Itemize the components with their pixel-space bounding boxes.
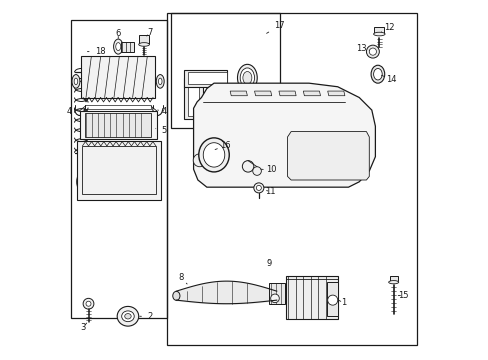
Ellipse shape [203,143,224,167]
Text: 7: 7 [146,28,152,37]
Ellipse shape [74,78,78,85]
Ellipse shape [373,68,382,80]
Bar [187,72,226,84]
Ellipse shape [388,280,398,284]
Bar [85,113,151,137]
Ellipse shape [113,39,122,54]
Bar [82,146,156,194]
Ellipse shape [124,314,131,319]
Polygon shape [287,132,368,180]
Wedge shape [183,87,203,107]
Ellipse shape [373,32,384,36]
Ellipse shape [201,110,215,118]
Bar [326,282,338,316]
Polygon shape [254,91,271,96]
Text: 16: 16 [215,141,230,150]
Ellipse shape [158,78,162,85]
Ellipse shape [370,65,384,83]
Bar [80,111,156,139]
Polygon shape [230,91,247,96]
Circle shape [83,298,94,309]
Text: 1: 1 [338,298,345,307]
Bar [268,283,285,304]
Text: 18: 18 [87,47,105,56]
Bar [139,36,149,42]
Ellipse shape [117,306,139,326]
Ellipse shape [156,75,164,88]
Ellipse shape [72,75,80,88]
Text: 2: 2 [140,312,152,321]
Circle shape [193,154,206,167]
Text: 8: 8 [178,273,187,284]
Circle shape [252,167,261,175]
Ellipse shape [198,107,219,121]
Ellipse shape [237,64,257,91]
Circle shape [368,48,376,55]
Polygon shape [327,91,344,96]
Ellipse shape [116,42,121,50]
Ellipse shape [122,311,134,321]
Text: 12: 12 [381,23,394,32]
Polygon shape [193,83,375,187]
Bar [85,105,151,109]
Text: 10: 10 [261,166,276,175]
Bar [373,27,384,33]
Circle shape [253,183,264,193]
Bar [187,80,198,116]
Text: 14: 14 [381,75,396,84]
Text: 11: 11 [265,187,275,196]
Circle shape [242,161,253,172]
Bar [167,13,416,345]
Ellipse shape [243,72,251,84]
Polygon shape [278,91,296,96]
Bar [121,42,134,52]
Text: 13: 13 [355,44,368,53]
Circle shape [327,295,337,305]
Ellipse shape [198,138,229,172]
Bar [285,276,337,319]
Text: 3: 3 [81,323,86,332]
Bar [171,13,280,128]
Text: 6: 6 [115,29,121,39]
Bar [81,56,155,98]
Bar [183,69,226,87]
Ellipse shape [139,42,149,46]
Text: 4: 4 [158,107,166,116]
Text: 5: 5 [156,126,166,135]
Circle shape [86,301,91,306]
Bar [183,78,203,119]
Bar [70,21,167,318]
Circle shape [256,185,261,190]
Polygon shape [303,91,320,96]
Text: 15: 15 [397,291,407,300]
Circle shape [270,294,279,303]
Bar [389,276,397,281]
Text: 4: 4 [66,107,79,116]
Bar [77,140,161,200]
Ellipse shape [172,291,180,300]
Text: 9: 9 [266,259,271,268]
Text: 17: 17 [266,21,284,33]
Circle shape [366,45,379,58]
Ellipse shape [240,68,254,87]
